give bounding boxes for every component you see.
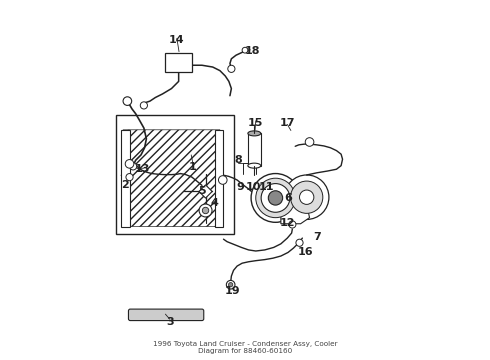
Text: 7: 7 (313, 232, 320, 242)
Text: 1996 Toyota Land Cruiser - Condenser Assy, Cooler
Diagram for 88460-60160: 1996 Toyota Land Cruiser - Condenser Ass… (153, 341, 337, 354)
Circle shape (285, 175, 329, 220)
Circle shape (291, 181, 323, 213)
Text: 8: 8 (234, 155, 242, 165)
Bar (248, 134, 261, 166)
Bar (166, 53, 192, 72)
Text: 11: 11 (259, 182, 274, 192)
Bar (116, 116, 234, 234)
Text: 10: 10 (246, 182, 261, 192)
Ellipse shape (248, 131, 261, 136)
Circle shape (202, 207, 209, 214)
Text: 9: 9 (236, 182, 244, 192)
Circle shape (228, 283, 233, 287)
Bar (199, 185, 212, 198)
Text: 1: 1 (189, 162, 197, 172)
Circle shape (242, 47, 248, 53)
Circle shape (228, 65, 235, 72)
Text: 4: 4 (211, 198, 219, 208)
Circle shape (219, 176, 227, 184)
FancyBboxPatch shape (128, 309, 204, 320)
Bar (215, 130, 223, 226)
Circle shape (269, 191, 283, 205)
Ellipse shape (248, 163, 261, 168)
Text: 3: 3 (166, 317, 173, 327)
Text: 12: 12 (280, 218, 295, 228)
Circle shape (140, 102, 147, 109)
Polygon shape (123, 130, 221, 226)
Text: 19: 19 (224, 286, 240, 296)
Circle shape (251, 174, 300, 222)
Text: 16: 16 (297, 247, 313, 257)
Circle shape (129, 163, 137, 170)
Circle shape (199, 204, 212, 217)
Circle shape (226, 280, 235, 289)
Text: 17: 17 (280, 118, 295, 128)
Bar (122, 130, 130, 226)
Circle shape (125, 159, 134, 168)
Circle shape (256, 178, 295, 218)
Text: 15: 15 (248, 118, 264, 128)
Circle shape (126, 174, 133, 181)
Circle shape (261, 184, 290, 212)
Circle shape (296, 239, 303, 246)
Circle shape (123, 97, 132, 105)
Circle shape (289, 221, 296, 228)
Text: 13: 13 (135, 164, 150, 174)
Circle shape (305, 138, 314, 146)
Circle shape (299, 190, 314, 204)
Polygon shape (281, 205, 310, 224)
Text: 5: 5 (198, 186, 206, 196)
Text: 2: 2 (121, 180, 129, 190)
Text: 18: 18 (245, 46, 260, 56)
Text: 14: 14 (169, 35, 185, 45)
Text: 6: 6 (284, 193, 292, 203)
